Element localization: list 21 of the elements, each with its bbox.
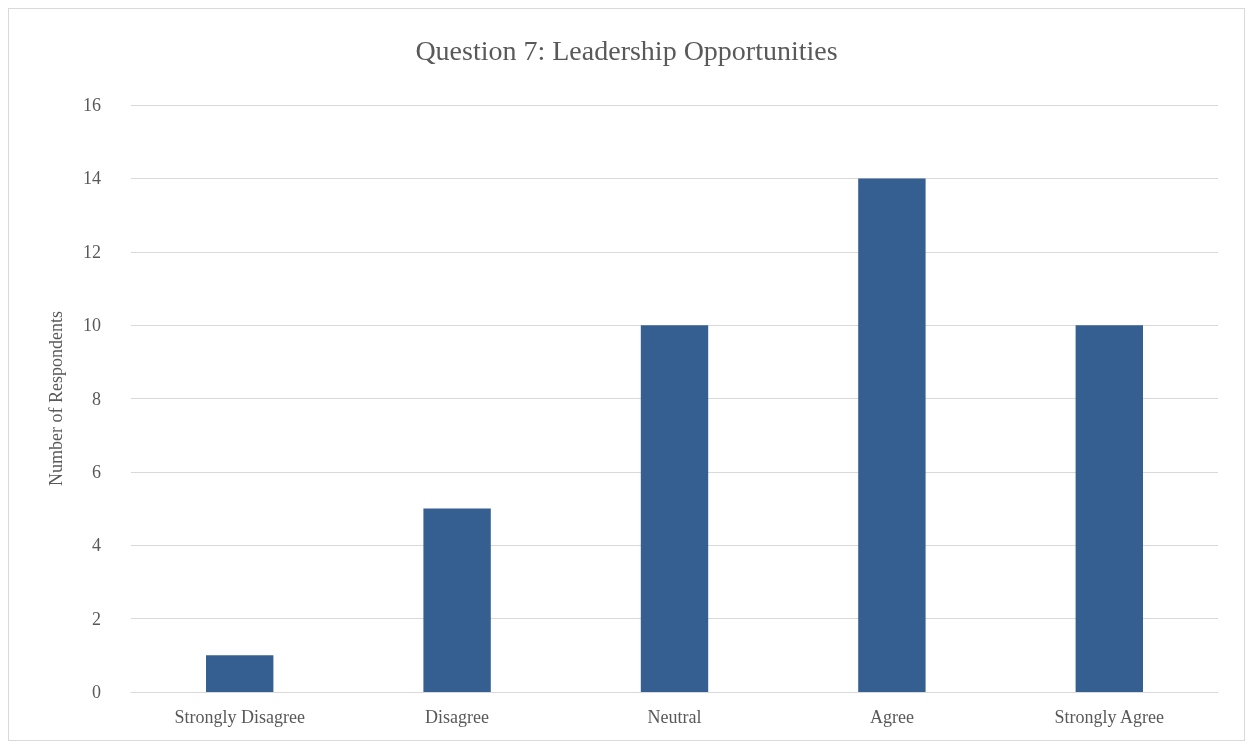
y-tick-label: 8 (92, 388, 101, 409)
bar (1075, 325, 1143, 692)
bar (858, 178, 926, 692)
y-axis-title: Number of Respondents (46, 311, 66, 486)
bar (206, 655, 274, 692)
chart-title: Question 7: Leadership Opportunities (415, 34, 838, 66)
y-tick-label: 4 (92, 535, 101, 556)
x-tick-label: Disagree (425, 707, 490, 727)
y-tick-label: 14 (83, 168, 101, 189)
y-tick-label: 10 (83, 315, 101, 336)
bar (423, 508, 491, 692)
y-tick-label: 16 (83, 95, 101, 115)
x-tick-label: Neutral (647, 707, 702, 727)
y-tick-label: 2 (92, 608, 101, 629)
y-tick-label: 0 (92, 682, 101, 702)
bar (640, 325, 709, 692)
x-tick-label: Agree (869, 707, 914, 727)
y-tick-label: 12 (83, 241, 101, 262)
y-tick-label: 6 (92, 461, 101, 482)
x-tick-label: Strongly Agree (1054, 707, 1165, 727)
x-tick-label: Strongly Disagree (174, 707, 305, 727)
